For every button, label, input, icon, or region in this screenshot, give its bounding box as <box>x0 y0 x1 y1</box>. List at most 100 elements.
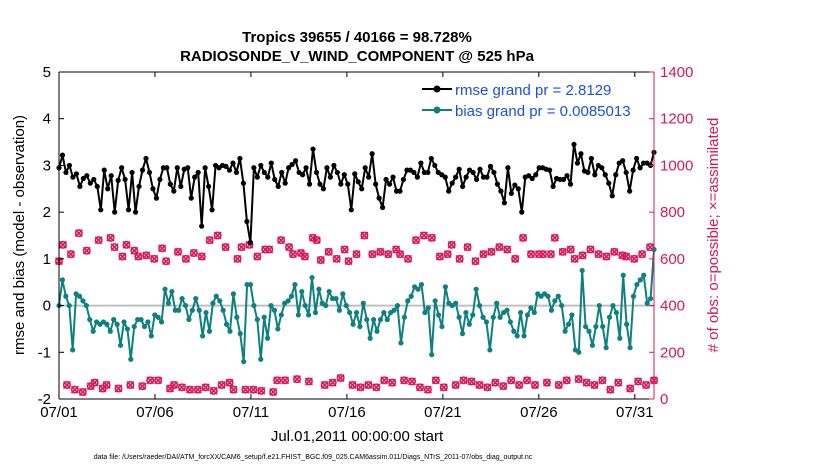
rmse-point <box>108 173 114 179</box>
obs-possible-point <box>285 243 294 252</box>
obs-assimilated-point <box>578 251 587 260</box>
rmse-point <box>77 183 83 190</box>
plot-area <box>59 72 654 399</box>
obs-possible-point <box>229 385 238 394</box>
rmse-point <box>567 181 574 187</box>
rmse-point <box>73 171 79 177</box>
bias-point <box>583 323 589 330</box>
bias-point <box>521 333 527 339</box>
obs-possible-point <box>110 243 119 252</box>
obs-assimilated-point <box>102 381 111 389</box>
obs-assimilated-point <box>185 385 194 394</box>
obs-possible-point <box>562 376 571 385</box>
obs-assimilated-point <box>630 254 639 263</box>
bias-point <box>275 326 281 332</box>
bias-point <box>80 298 86 304</box>
bias-point <box>565 321 572 327</box>
rmse-line <box>58 143 655 244</box>
rmse-point <box>209 207 215 213</box>
bias-point <box>384 316 390 323</box>
obs-possible-point <box>487 247 496 256</box>
bias-point <box>357 323 363 330</box>
obs-possible-point <box>249 385 258 394</box>
bias-point <box>104 321 110 327</box>
rmse-point <box>115 177 121 183</box>
bias-point <box>206 328 213 334</box>
y-left-axis-ticks: -2 -1 0 1 2 3 4 5 <box>38 64 64 408</box>
obs-assimilated-point <box>352 250 361 259</box>
rmse-point <box>171 188 177 194</box>
bias-point <box>442 284 449 290</box>
obs-possible-point <box>626 384 635 393</box>
obs-possible-point <box>499 382 508 391</box>
obs-possible-point <box>328 378 337 387</box>
rmse-point <box>414 174 420 180</box>
bias-point <box>189 307 195 313</box>
obs-possible-point <box>118 252 127 261</box>
bias-point <box>138 316 144 323</box>
obs-possible-point <box>277 236 286 245</box>
rmse-point <box>150 186 156 192</box>
obs-assimilated-point <box>304 377 313 386</box>
obs-possible-point <box>66 250 75 259</box>
rmse-point <box>460 183 466 190</box>
rmse-series <box>56 141 657 246</box>
bias-point <box>114 321 120 327</box>
bias-point <box>196 307 202 313</box>
obs-possible-point <box>451 380 460 389</box>
bias-point <box>644 300 650 306</box>
bias-point <box>271 307 278 313</box>
bias-point <box>627 345 633 351</box>
rmse-point <box>400 176 407 183</box>
obs-assimilated-point <box>122 240 131 249</box>
bias-point <box>514 333 520 339</box>
bias-point <box>480 314 486 320</box>
obs-possible-point <box>158 244 167 253</box>
obs-assimilated-point <box>253 252 262 261</box>
obs-possible-point <box>209 386 218 395</box>
rmse-point <box>327 174 334 180</box>
y-left-tick-label: 1 <box>43 251 51 268</box>
rmse-point <box>533 172 539 178</box>
rmse-point <box>578 151 584 157</box>
obs-possible-point <box>515 380 524 389</box>
obs-possible-point <box>586 245 595 254</box>
rmse-point <box>376 195 382 201</box>
rmse-point <box>609 193 615 199</box>
obs-possible-point <box>174 247 183 256</box>
obs-possible-point <box>523 376 532 385</box>
obs-possible-point <box>590 380 599 389</box>
obs-assimilated-point <box>312 236 321 245</box>
obs-assimilated-point <box>94 236 103 245</box>
obs-possible-point <box>392 245 401 254</box>
obs-possible-point <box>479 250 488 259</box>
obs-possible-point <box>348 380 357 389</box>
bias-point <box>292 281 298 288</box>
bias-point <box>323 302 329 309</box>
bias-point <box>569 312 575 318</box>
y-left-tick-label: -1 <box>38 344 51 361</box>
rmse-point <box>317 181 323 187</box>
obs-assimilated-point <box>324 247 333 256</box>
obs-possible-point <box>598 376 607 385</box>
obs-possible-point <box>519 233 528 242</box>
obs-possible-point <box>114 384 123 393</box>
rmse-point <box>157 176 163 183</box>
obs-assimilated-point <box>376 247 385 256</box>
obs-possible-point <box>507 376 516 385</box>
obs-assimilated-point <box>558 247 567 256</box>
bias-point <box>158 319 165 325</box>
obs-assimilated-point <box>340 245 349 254</box>
rmse-point <box>286 165 292 171</box>
rmse-point <box>174 165 180 171</box>
bias-point <box>306 312 312 318</box>
rmse-point <box>306 181 313 187</box>
rmse-point <box>334 169 340 176</box>
obs-possible-point <box>538 250 547 259</box>
obs-assimilated-point <box>114 384 123 393</box>
bias-point <box>223 321 230 327</box>
rmse-point <box>94 183 100 190</box>
rmse-point <box>153 195 160 201</box>
obs-possible-point <box>300 252 309 261</box>
bias-point <box>353 309 360 316</box>
